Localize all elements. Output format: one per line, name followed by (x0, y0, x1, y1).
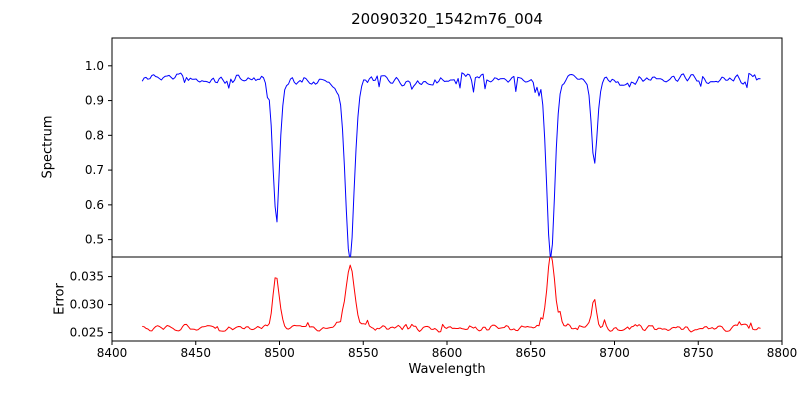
y-tick-label: 0.035 (70, 270, 104, 284)
y-tick-label: 0.7 (85, 163, 104, 177)
x-tick-label: 8450 (180, 346, 211, 360)
y-tick-label: 0.025 (70, 326, 104, 340)
x-tick-label: 8750 (683, 346, 714, 360)
series-spectrum (141, 72, 761, 257)
y-tick-label: 1.0 (85, 59, 104, 73)
x-tick-label: 8700 (599, 346, 630, 360)
y-tick-label: 0.8 (85, 128, 104, 142)
x-tick-label: 8800 (767, 346, 798, 360)
chart-title: 20090320_1542m76_004 (351, 10, 543, 28)
y-tick-label: 0.5 (85, 233, 104, 247)
y-tick-label: 0.030 (70, 298, 104, 312)
y-tick-label: 0.9 (85, 94, 104, 108)
x-tick-label: 8600 (432, 346, 463, 360)
series-error (142, 257, 761, 333)
x-tick-label: 8400 (97, 346, 128, 360)
subplot-frame-spectrum (111, 37, 783, 258)
x-tick-label: 8500 (264, 346, 295, 360)
x-tick-label: 8550 (348, 346, 379, 360)
x-tick-label: 8650 (515, 346, 546, 360)
y-tick-label: 0.6 (85, 198, 104, 212)
x-axis-label: Wavelength (408, 362, 486, 377)
